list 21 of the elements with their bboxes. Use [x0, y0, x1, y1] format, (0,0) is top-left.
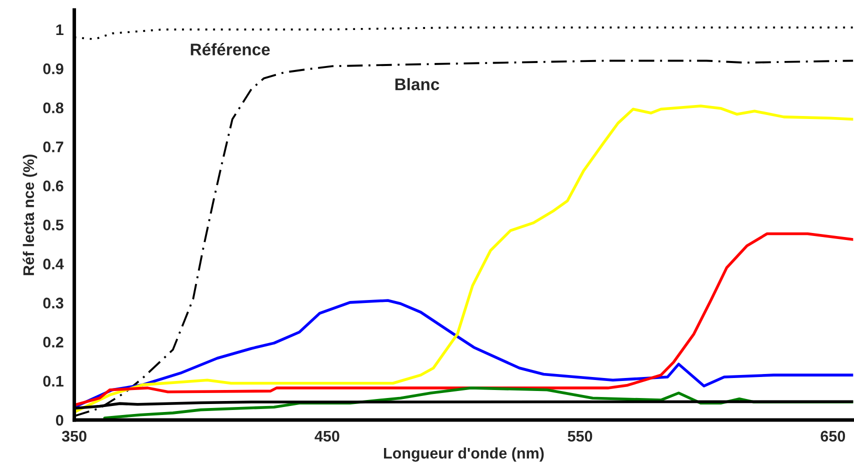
y-tick-label: 0.4: [43, 258, 64, 270]
y-tick-label: 1: [56, 24, 64, 36]
x-tick-label: 450: [314, 430, 340, 442]
x-tick-label: 550: [568, 430, 592, 442]
x-tick-label: 350: [62, 430, 86, 442]
y-axis-title: Réf lecta nce (%): [22, 154, 38, 276]
series-label: Référence: [190, 43, 270, 56]
y-tick-label: 0.6: [43, 180, 64, 192]
x-axis-title: Longueur d'onde (nm): [384, 447, 544, 462]
y-tick-label: 0.8: [43, 102, 64, 114]
line-series: [74, 299, 854, 408]
y-tick-label: 0.1: [43, 376, 64, 387]
y-tick-label: 0.2: [43, 336, 64, 348]
y-tick-label: 0.7: [43, 141, 64, 152]
y-tick-label: 0: [56, 414, 64, 426]
line-series: [74, 232, 854, 407]
series-label: Blanc: [395, 78, 440, 90]
x-tick-label: 650: [820, 430, 846, 442]
y-tick-label: 0.3: [43, 298, 64, 309]
y-tick-label: 0.5: [43, 220, 64, 230]
y-tick-label: 0.9: [43, 63, 64, 74]
